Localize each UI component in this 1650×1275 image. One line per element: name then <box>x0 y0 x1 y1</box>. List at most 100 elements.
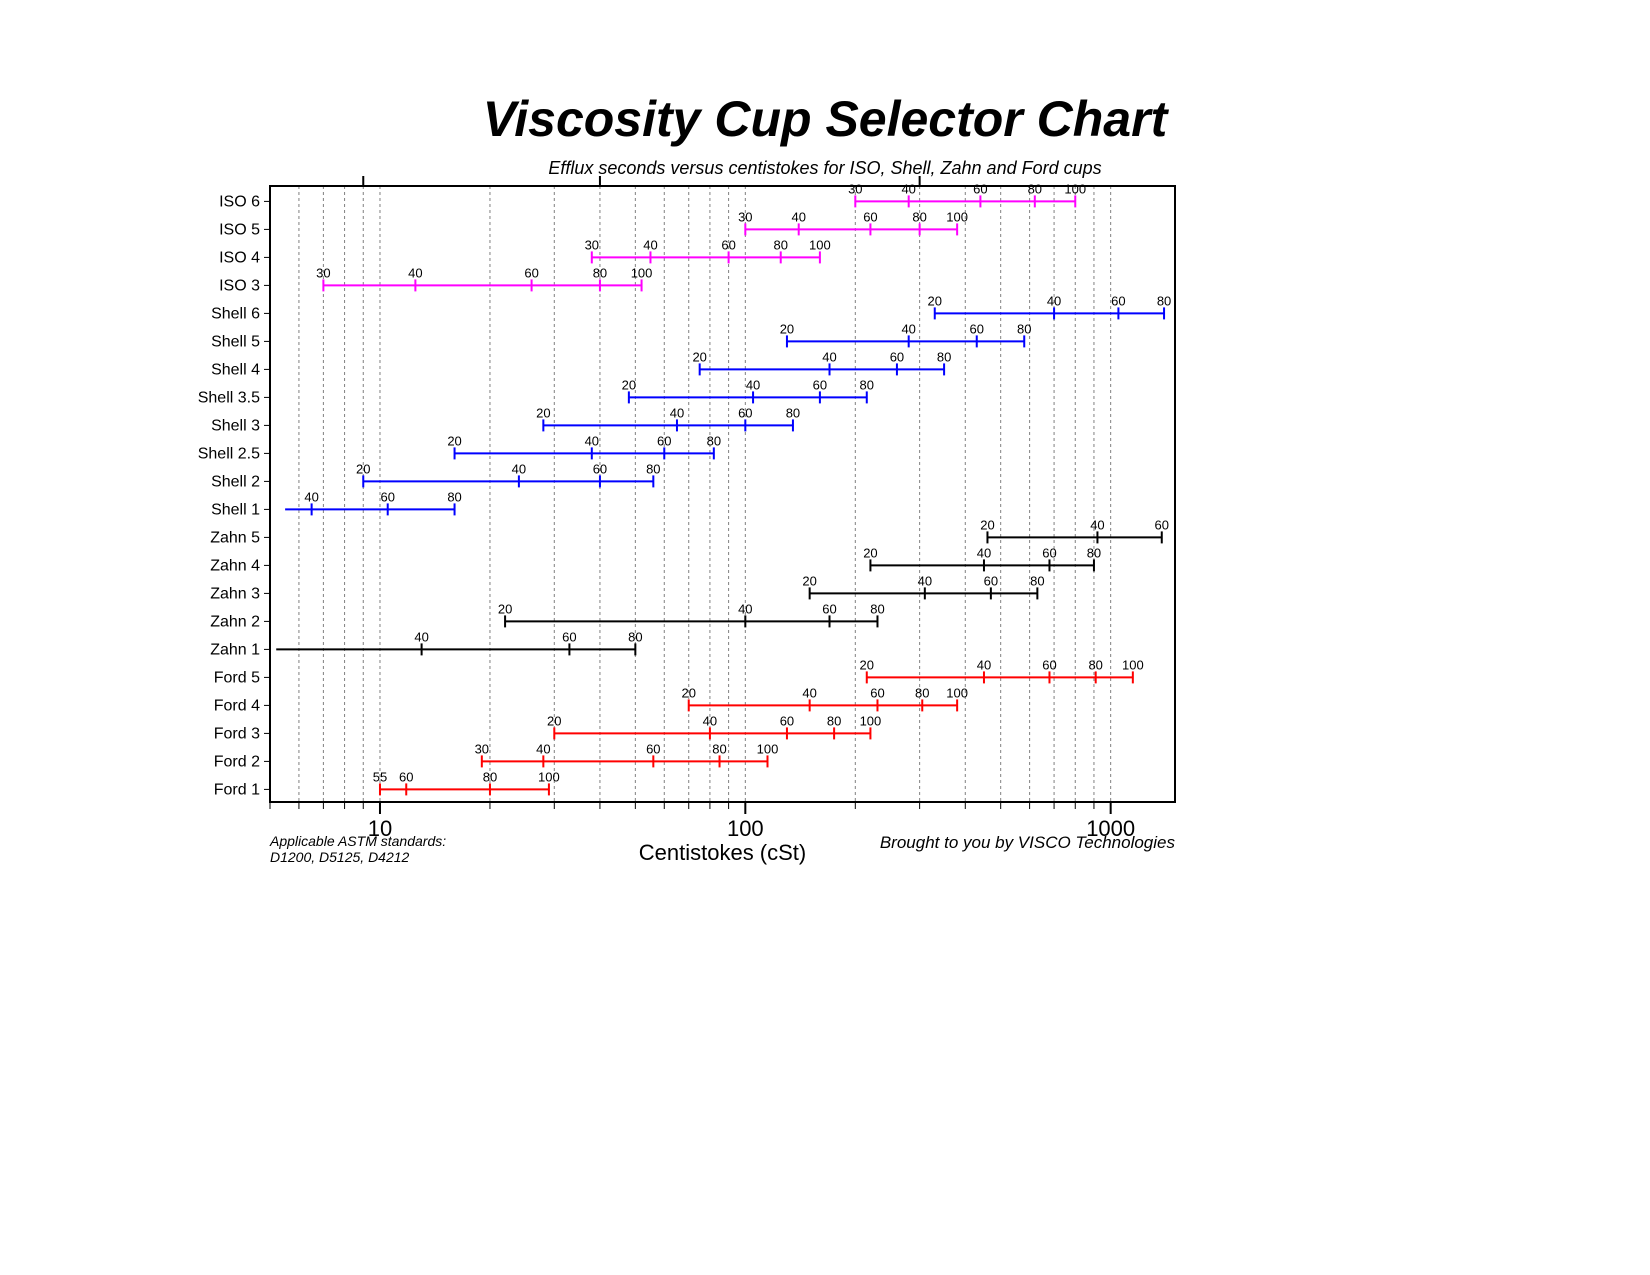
efflux-tick-label: 80 <box>593 265 607 280</box>
efflux-tick-label: 20 <box>928 293 942 308</box>
cup-label: Zahn 5 <box>210 529 260 546</box>
x-tick-label: 100 <box>727 816 764 841</box>
attribution: Brought to you by VISCO Technologies <box>775 833 1175 853</box>
efflux-tick-label: 60 <box>1111 293 1125 308</box>
efflux-tick-label: 60 <box>1042 657 1056 672</box>
efflux-tick-label: 80 <box>937 349 951 364</box>
efflux-tick-label: 30 <box>316 265 330 280</box>
cup-label: ISO 5 <box>219 221 260 238</box>
cup-label: ISO 6 <box>219 193 260 210</box>
cup-label: Shell 1 <box>211 501 260 518</box>
efflux-tick-label: 60 <box>646 741 660 756</box>
efflux-tick-label: 60 <box>822 601 836 616</box>
efflux-tick-label: 30 <box>738 209 752 224</box>
cup-label: Shell 3 <box>211 417 260 434</box>
efflux-tick-label: 80 <box>786 405 800 420</box>
efflux-tick-label: 60 <box>524 265 538 280</box>
cup-label: Shell 2 <box>211 473 260 490</box>
efflux-tick-label: 60 <box>973 181 987 196</box>
efflux-tick-label: 80 <box>827 713 841 728</box>
footnote-line2: D1200, D5125, D4212 <box>270 849 446 865</box>
cup-label: Zahn 2 <box>210 613 260 630</box>
efflux-tick-label: 40 <box>1090 517 1104 532</box>
efflux-tick-label: 100 <box>809 237 831 252</box>
cup-label: Zahn 4 <box>210 557 260 574</box>
efflux-tick-label: 40 <box>746 377 760 392</box>
efflux-tick-label: 60 <box>657 433 671 448</box>
cup-label: Shell 5 <box>211 333 260 350</box>
efflux-tick-label: 60 <box>399 769 413 784</box>
efflux-tick-label: 40 <box>977 657 991 672</box>
efflux-tick-label: 40 <box>536 741 550 756</box>
efflux-tick-label: 40 <box>802 685 816 700</box>
efflux-tick-label: 60 <box>984 573 998 588</box>
efflux-tick-label: 40 <box>738 601 752 616</box>
efflux-tick-label: 80 <box>1030 573 1044 588</box>
efflux-tick-label: 40 <box>977 545 991 560</box>
cup-label: Ford 4 <box>214 697 260 714</box>
efflux-tick-label: 20 <box>863 545 877 560</box>
efflux-tick-label: 40 <box>408 265 422 280</box>
efflux-tick-label: 40 <box>918 573 932 588</box>
efflux-tick-label: 40 <box>1047 293 1061 308</box>
efflux-tick-label: 80 <box>1088 657 1102 672</box>
efflux-tick-label: 100 <box>946 209 968 224</box>
chart-title: Viscosity Cup Selector Chart <box>0 90 1650 148</box>
efflux-tick-label: 60 <box>380 489 394 504</box>
efflux-tick-label: 60 <box>970 321 984 336</box>
cup-label: ISO 3 <box>219 277 260 294</box>
efflux-tick-label: 20 <box>447 433 461 448</box>
efflux-tick-label: 80 <box>646 461 660 476</box>
efflux-tick-label: 30 <box>585 237 599 252</box>
page: { "title": { "text": "Viscosity Cup Sele… <box>0 0 1650 1275</box>
efflux-tick-label: 80 <box>483 769 497 784</box>
cup-label: Zahn 3 <box>210 585 260 602</box>
efflux-tick-label: 20 <box>681 685 695 700</box>
efflux-tick-label: 40 <box>304 489 318 504</box>
efflux-tick-label: 20 <box>356 461 370 476</box>
cup-label: Shell 4 <box>211 361 260 378</box>
efflux-tick-label: 60 <box>738 405 752 420</box>
efflux-tick-label: 80 <box>712 741 726 756</box>
cup-label: Zahn 1 <box>210 641 260 658</box>
cup-label: ISO 4 <box>219 249 260 266</box>
cup-label: Shell 3.5 <box>198 389 260 406</box>
efflux-tick-label: 60 <box>890 349 904 364</box>
efflux-tick-label: 80 <box>447 489 461 504</box>
efflux-tick-label: 30 <box>848 181 862 196</box>
efflux-tick-label: 30 <box>475 741 489 756</box>
efflux-tick-label: 100 <box>757 741 779 756</box>
efflux-tick-label: 60 <box>562 629 576 644</box>
efflux-tick-label: 100 <box>1122 657 1144 672</box>
efflux-tick-label: 40 <box>585 433 599 448</box>
efflux-tick-label: 80 <box>1017 321 1031 336</box>
efflux-tick-label: 80 <box>870 601 884 616</box>
efflux-tick-label: 100 <box>860 713 882 728</box>
efflux-tick-label: 60 <box>721 237 735 252</box>
efflux-tick-label: 100 <box>946 685 968 700</box>
efflux-tick-label: 20 <box>980 517 994 532</box>
efflux-tick-label: 80 <box>860 377 874 392</box>
efflux-tick-label: 20 <box>802 573 816 588</box>
cup-label: Shell 6 <box>211 305 260 322</box>
efflux-tick-label: 60 <box>1155 517 1169 532</box>
plot-border <box>270 186 1175 802</box>
efflux-tick-label: 40 <box>703 713 717 728</box>
footnote-standards: Applicable ASTM standards: D1200, D5125,… <box>270 833 446 865</box>
cup-label: Ford 5 <box>214 669 260 686</box>
efflux-tick-label: 60 <box>870 685 884 700</box>
efflux-tick-label: 80 <box>1087 545 1101 560</box>
efflux-tick-label: 40 <box>901 181 915 196</box>
efflux-tick-label: 80 <box>628 629 642 644</box>
efflux-tick-label: 20 <box>536 405 550 420</box>
efflux-tick-label: 20 <box>547 713 561 728</box>
efflux-tick-label: 20 <box>498 601 512 616</box>
efflux-tick-label: 60 <box>863 209 877 224</box>
efflux-tick-label: 80 <box>1028 181 1042 196</box>
efflux-tick-label: 80 <box>912 209 926 224</box>
efflux-tick-label: 100 <box>631 265 653 280</box>
cup-label: Ford 3 <box>214 725 260 742</box>
efflux-tick-label: 20 <box>692 349 706 364</box>
efflux-tick-label: 40 <box>822 349 836 364</box>
chart-plot: 101001000ISO 630406080100ISO 53040608010… <box>150 176 1295 872</box>
